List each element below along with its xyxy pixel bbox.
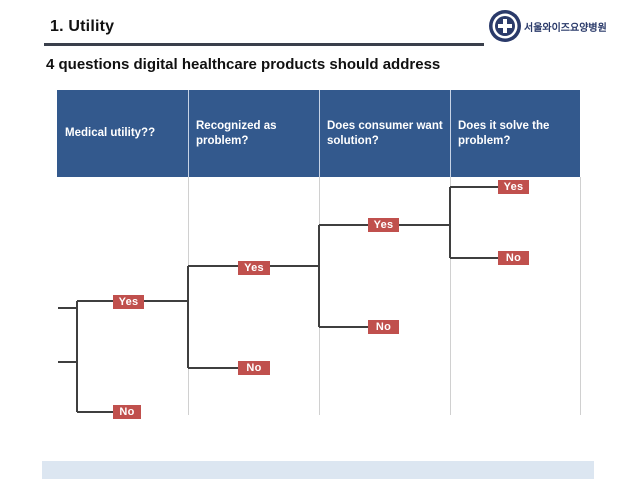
table-header-band <box>57 90 580 177</box>
level2-yes-badge: Yes <box>238 261 270 275</box>
header-consumer-want: Does consumer want solution? <box>327 120 443 147</box>
level1-no-badge: No <box>113 405 141 419</box>
title-divider <box>44 43 484 46</box>
level3-no-badge: No <box>368 320 399 334</box>
header-separator <box>450 90 451 177</box>
level3-yes-badge: Yes <box>368 218 399 232</box>
header-recognized-problem: Recognized as problem? <box>196 120 277 147</box>
hospital-logo: 서울와이즈요양병원 <box>488 9 607 43</box>
section-title: 1. Utility <box>50 18 115 35</box>
level4-no-badge: No <box>498 251 529 265</box>
logo-text: 서울와이즈요양병원 <box>524 23 607 34</box>
header-separator <box>319 90 320 177</box>
header-solves-problem: Does it solve the problem? <box>458 120 550 147</box>
footer-bar <box>42 461 594 479</box>
slide-subtitle: 4 questions digital healthcare products … <box>46 56 441 73</box>
hospital-emblem-icon <box>489 10 521 42</box>
level4-yes-badge: Yes <box>498 180 529 194</box>
level2-no-badge: No <box>238 361 270 375</box>
column-separator <box>450 177 451 415</box>
column-separator <box>580 177 581 415</box>
header-separator <box>188 90 189 177</box>
level1-yes-badge: Yes <box>113 295 144 309</box>
header-medical-utility: Medical utility?? <box>65 127 156 139</box>
